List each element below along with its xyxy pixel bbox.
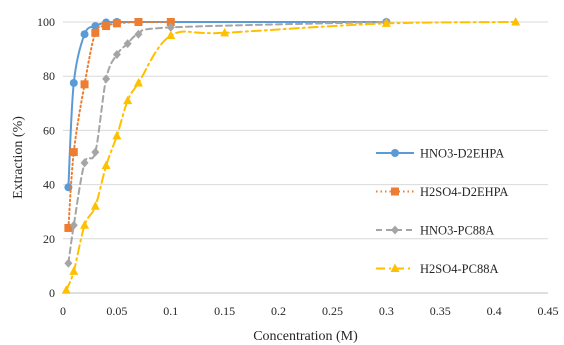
x-tick-label: 0.4 [487,304,502,318]
series-h2so4-pc88a [61,17,521,294]
series-line [67,20,388,189]
data-point [102,22,111,31]
x-tick-label: 0.3 [379,304,394,318]
x-axis-title: Concentration (M) [253,329,358,344]
data-point [80,220,90,229]
data-point [511,17,521,26]
data-point [80,30,89,39]
legend-label: HNO3-PC88A [420,224,494,238]
data-point [134,18,143,26]
data-point [69,220,78,230]
data-point [91,147,100,157]
y-tick-label: 60 [43,123,55,137]
plot-area [61,17,521,294]
series-h2so4-d2ehpa [64,18,175,232]
x-tick-label: 0.1 [163,304,178,318]
data-point [220,27,230,37]
data-point [133,77,143,87]
data-point [69,78,78,87]
x-tick-label: 0 [60,304,66,318]
legend: HNO3-D2EHPA H2SO4-D2EHPA HNO3-PC88A H2SO4-P… [376,147,508,276]
legend-marker [391,149,399,157]
data-point [123,39,132,49]
legend-label: HNO3-D2EHPA [420,147,504,161]
data-point [80,158,89,168]
series-line [65,21,517,292]
data-point [91,28,100,37]
data-point [166,22,175,32]
data-point [101,160,111,170]
legend-label: H2SO4-D2EHPA [420,185,508,199]
y-axis-title: Extraction (%) [11,116,26,199]
data-point [112,19,121,28]
data-point [69,266,79,275]
data-point [123,95,133,105]
data-point [64,223,73,232]
x-tick-label: 0.35 [430,304,451,318]
legend-marker [391,225,399,235]
x-tick-label: 0.05 [106,304,127,318]
x-tick-label: 0.25 [322,304,343,318]
x-tick-label: 0.15 [214,304,235,318]
data-point [69,148,78,157]
y-tick-label: 40 [43,178,55,192]
data-point [112,50,121,60]
data-point [80,80,89,89]
series-hno3-pc88a [64,17,391,268]
data-point [112,130,122,140]
legend-marker [390,263,400,272]
data-point [61,285,71,294]
data-point [166,30,176,40]
data-point [90,201,100,210]
series-line [67,21,388,265]
y-tick-label: 20 [43,232,55,246]
tick-labels: 0 20 40 60 80 100 0 0.05 0.1 0.15 0.2 0.25 0.3 0.35 0.… [37,15,559,318]
legend-marker [391,187,399,196]
data-point [166,18,175,26]
gridlines [63,21,548,240]
y-tick-label: 0 [49,286,55,300]
legend-label: H2SO4-PC88A [420,262,499,276]
y-tick-label: 80 [43,69,55,83]
data-point [102,74,111,84]
x-tick-label: 0.45 [538,304,559,318]
data-point [64,258,73,268]
series-hno3-d2ehpa [64,18,391,192]
data-point [381,18,391,27]
x-tick-label: 0.2 [271,304,286,318]
y-tick-label: 100 [37,15,55,29]
data-point [134,29,143,39]
